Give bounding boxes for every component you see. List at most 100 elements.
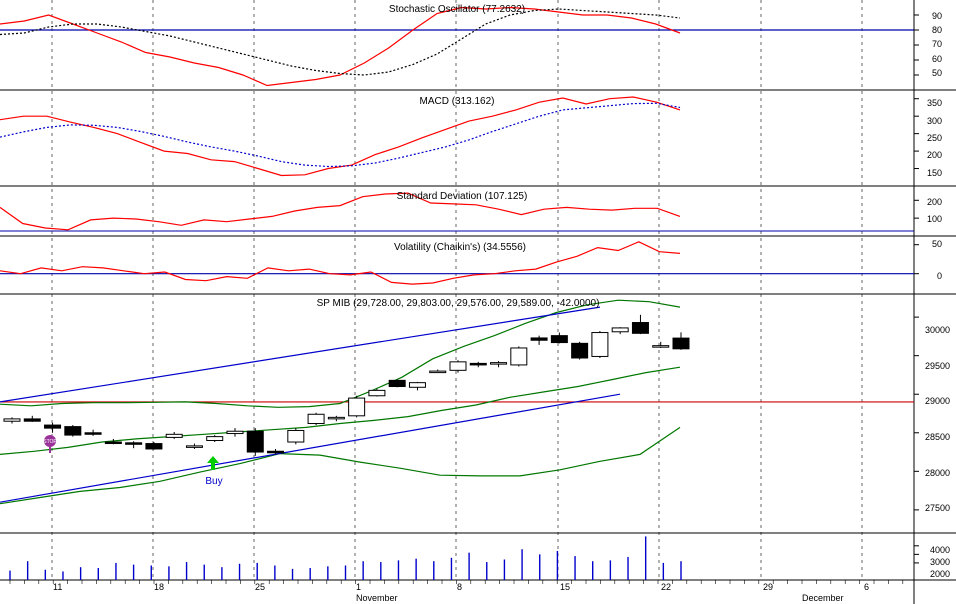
price-axis: 30000 29500 29000 28500 28000 27500 [925, 325, 950, 513]
candle-body-up [510, 347, 528, 366]
day-tick-label: 29 [763, 582, 773, 592]
day-tick-label: 11 [53, 582, 62, 592]
candle-body-down [550, 335, 568, 344]
candle-body-up [287, 429, 305, 443]
x-axis: 11 18 25 1 8 15 22 29 6 November Decembe… [53, 582, 869, 603]
macd-title: MACD (313.162) [419, 96, 494, 107]
stddev-title: Standard Deviation (107.125) [397, 191, 528, 202]
candlestick [490, 361, 508, 368]
tick-label: 4000 [930, 545, 950, 555]
volume-axis: 4000 3000 2000 [930, 545, 950, 579]
tick-label: 29000 [925, 396, 950, 406]
candlestick [185, 443, 203, 449]
buy-label: Buy [205, 476, 222, 487]
candlestick [631, 314, 649, 335]
day-tick-label: 18 [154, 582, 164, 592]
bollinger-upper [0, 299, 681, 408]
day-tick-label: 15 [560, 582, 570, 592]
candlestick [611, 327, 629, 335]
tick-label: 50 [932, 239, 942, 249]
tick-label: 200 [927, 197, 942, 207]
tick-label: 30000 [925, 325, 950, 335]
tick-label: 28000 [925, 468, 950, 478]
candlestick [44, 422, 62, 433]
candle-body-down [469, 362, 487, 366]
candlestick [672, 332, 690, 350]
candlestick [84, 429, 102, 436]
candlestick [327, 415, 345, 422]
candle-body-up [348, 397, 366, 417]
volatility-axis: 50 0 [932, 239, 942, 281]
candlestick [388, 379, 406, 388]
candlestick [571, 341, 589, 360]
stochastic-axis: 90 80 70 60 50 [932, 11, 942, 78]
trend-channel-lower [0, 393, 621, 503]
buy-arrow-icon [207, 456, 219, 470]
candlestick [449, 360, 467, 373]
candle-body-up [368, 389, 386, 397]
buy-marker: Buy [205, 456, 223, 487]
candlestick [3, 417, 21, 424]
tick-label: 150 [927, 168, 942, 178]
candlestick [652, 341, 670, 348]
day-tick-label: 8 [457, 582, 462, 592]
candle-body-down [84, 432, 102, 435]
macd-axis: 350 300 250 200 150 [927, 98, 942, 178]
candlestick [104, 438, 122, 445]
bollinger-lower [0, 426, 681, 505]
candle-body-down [388, 379, 406, 388]
stop-label: STOP [43, 439, 57, 445]
day-tick-label: 6 [864, 582, 869, 592]
tick-label: 60 [932, 54, 942, 64]
candle-body-down [530, 337, 548, 341]
candle-body-down [104, 441, 122, 445]
tick-label: 2000 [930, 569, 950, 579]
candle-body-up [226, 430, 244, 435]
day-tick-label: 22 [661, 582, 671, 592]
candlestick [591, 331, 609, 358]
stop-marker: STOP [43, 435, 57, 453]
tick-label: 350 [927, 98, 942, 108]
candle-body-up [165, 433, 183, 438]
candle-body-up [3, 418, 21, 422]
macd-signal-line [0, 102, 681, 168]
stddev-line [0, 192, 681, 231]
macd-line [0, 96, 681, 177]
stochastic-title: Stochastic Oscillator (77.2632) [389, 4, 525, 15]
volatility-title: Volatility (Chaikin's) (34.5556) [394, 242, 526, 253]
candle-body-up [449, 361, 467, 371]
tick-label: 3000 [930, 557, 950, 567]
series-layer [0, 6, 914, 505]
candle-body-down [631, 322, 649, 334]
day-tick-label: 1 [356, 582, 361, 592]
candle-body-down [64, 426, 82, 436]
tick-label: 29500 [925, 361, 950, 371]
candle-body-up [429, 370, 447, 374]
tick-label: 0 [937, 271, 942, 281]
candlestick [23, 415, 41, 422]
candlestick [550, 332, 568, 344]
candle-body-up [185, 445, 203, 448]
candlestick [530, 335, 548, 345]
candlestick [165, 432, 183, 439]
candle-body-down [267, 450, 285, 454]
stddev-axis: 200 100 [927, 197, 942, 224]
candlestick [226, 428, 244, 437]
candlestick [267, 448, 285, 455]
tick-label: 80 [932, 25, 942, 35]
month-label: November [356, 593, 398, 603]
candlestick [206, 435, 224, 443]
day-tick-label: 25 [255, 582, 265, 592]
candle-body-up [591, 332, 609, 357]
candle-body-up [307, 413, 325, 425]
candlestick [246, 428, 264, 456]
candle-body-down [23, 418, 41, 422]
candlestick [429, 369, 447, 374]
tick-label: 90 [932, 11, 942, 21]
tick-label: 100 [927, 214, 942, 224]
trend-channel-upper [0, 306, 601, 403]
candlestick [145, 442, 163, 450]
candle-body-down [44, 424, 62, 429]
candle-body-up [611, 327, 629, 333]
